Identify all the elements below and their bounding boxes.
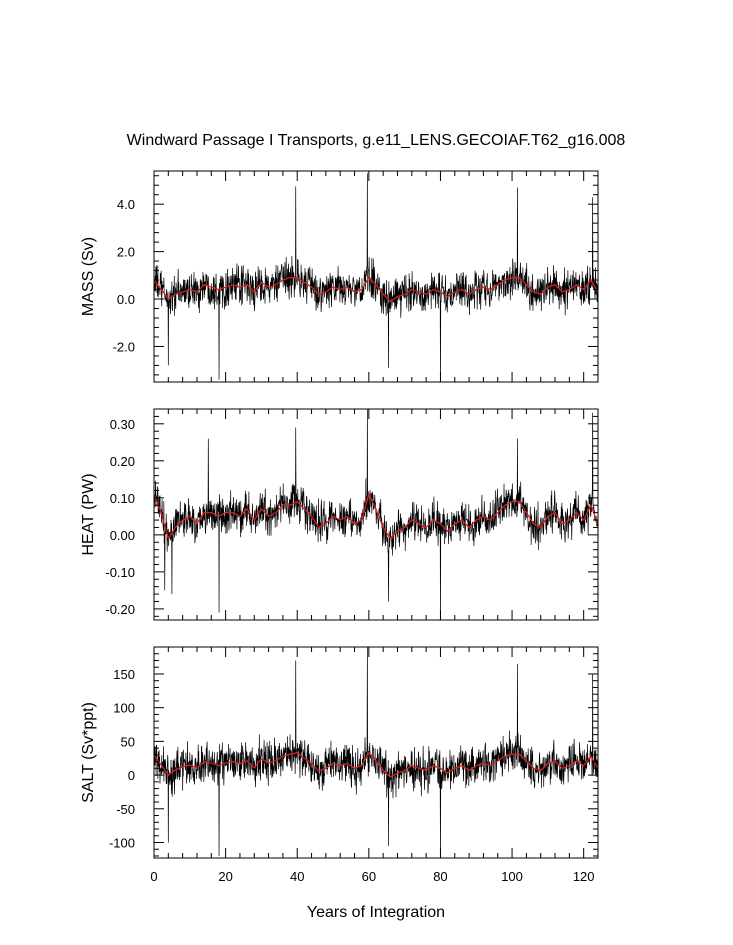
heat-y-tick-label: 0.20 bbox=[110, 454, 135, 469]
x-tick-label: 120 bbox=[573, 869, 595, 884]
heat-y-tick-label: 0.10 bbox=[110, 491, 135, 506]
mass-y-tick-label: -2.0 bbox=[113, 339, 135, 354]
salt-y-tick-label: 50 bbox=[121, 734, 135, 749]
heat-raw-series-line bbox=[154, 409, 598, 620]
heat-series-layer bbox=[154, 409, 598, 620]
mass-smoothed-series-line bbox=[154, 276, 598, 303]
heat-smoothed-series-line bbox=[154, 492, 598, 541]
heat-y-tick-label: -0.10 bbox=[105, 565, 135, 580]
mass-y-tick-label: 0.0 bbox=[117, 292, 135, 307]
salt-y-axis-label: SALT (Sv*ppt) bbox=[80, 702, 97, 803]
x-tick-label: 100 bbox=[501, 869, 523, 884]
x-tick-label: 20 bbox=[218, 869, 232, 884]
salt-y-tick-label: 100 bbox=[113, 701, 135, 716]
heat-y-tick-label: -0.20 bbox=[105, 602, 135, 617]
heat-ticks: -0.20 -0.10 0.00 0.10 0.20 0.30 bbox=[105, 408, 599, 620]
chart-title: Windward Passage I Transports, g.e11_LEN… bbox=[127, 132, 626, 149]
mass-raw-series-line bbox=[154, 173, 598, 382]
x-tick-label: 40 bbox=[290, 869, 304, 884]
salt-smoothed-series-line bbox=[154, 751, 598, 778]
mass-plot-frame bbox=[153, 170, 599, 383]
salt-series-layer bbox=[154, 647, 598, 858]
salt-y-tick-label: -50 bbox=[116, 802, 135, 817]
salt-ticks: 0 20 40 60 80 100 120 -100 -50 0 50 100 150 bbox=[109, 646, 599, 884]
salt-raw-series-line bbox=[154, 647, 598, 858]
heat-plot-frame bbox=[153, 408, 599, 621]
x-tick-label: 60 bbox=[362, 869, 376, 884]
salt-y-tick-label: 0 bbox=[128, 768, 135, 783]
salt-y-tick-label: -100 bbox=[109, 835, 135, 850]
heat-y-axis-label: HEAT (PW) bbox=[80, 473, 97, 555]
mass-series-layer bbox=[154, 173, 598, 382]
mass-y-tick-label: 2.0 bbox=[117, 245, 135, 260]
salt-plot-frame bbox=[153, 646, 599, 859]
salt-y-tick-label: 150 bbox=[113, 667, 135, 682]
x-tick-label: 80 bbox=[433, 869, 447, 884]
mass-panel: -2.0 0.0 2.0 4.0 MASS (Sv) bbox=[80, 170, 599, 383]
mass-y-tick-label: 4.0 bbox=[117, 197, 135, 212]
mass-ticks: -2.0 0.0 2.0 4.0 bbox=[113, 171, 599, 382]
salt-panel: 0 20 40 60 80 100 120 -100 -50 0 50 100 150 SALT (Sv… bbox=[80, 646, 599, 884]
mass-y-axis-label: MASS (Sv) bbox=[80, 237, 97, 316]
heat-panel: -0.20 -0.10 0.00 0.10 0.20 0.30 HEAT (PW) bbox=[80, 408, 599, 621]
x-axis-label: Years of Integration bbox=[307, 904, 445, 921]
heat-y-tick-label: 0.00 bbox=[110, 528, 135, 543]
x-tick-label: 0 bbox=[150, 869, 157, 884]
heat-y-tick-label: 0.30 bbox=[110, 417, 135, 432]
